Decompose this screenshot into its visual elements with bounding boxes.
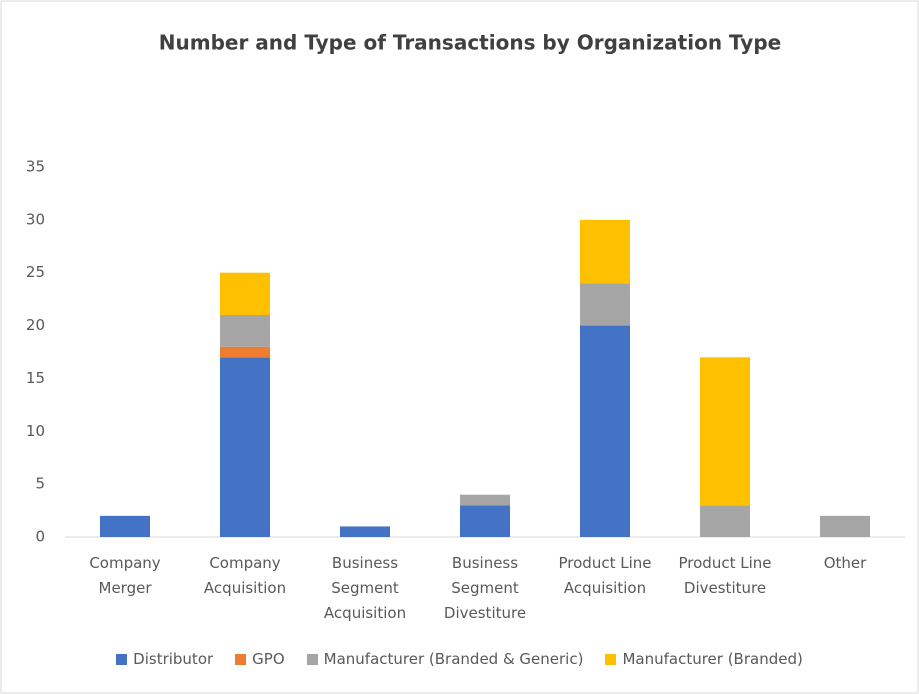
bar-segment (700, 357, 750, 506)
bar-segment (220, 346, 270, 358)
y-tick-label: 35 (26, 158, 45, 176)
legend-item: Distributor (116, 650, 213, 668)
x-tick-label: Company Acquisition (203, 554, 287, 597)
y-tick-label: 5 (35, 475, 45, 493)
bar-segment (220, 357, 270, 537)
legend-swatch (116, 653, 128, 665)
legend-item: GPO (235, 650, 285, 668)
legend-item: Manufacturer (Branded) (605, 650, 803, 668)
y-tick-label: 15 (26, 369, 45, 387)
chart-title: Number and Type of Transactions by Organ… (159, 31, 781, 55)
bar-segment (820, 515, 870, 537)
bar-segment (580, 283, 630, 326)
bar-segment (580, 325, 630, 537)
bar-segment (700, 505, 750, 537)
x-tick-label: Other (823, 554, 867, 572)
legend-label: Manufacturer (Branded) (622, 650, 803, 668)
legend: Distributor GPO Manufacturer (Branded & Ge… (0, 650, 919, 668)
bar-segment (220, 315, 270, 347)
bar-segment (340, 526, 390, 537)
bar-segment (580, 219, 630, 284)
legend-label: Distributor (133, 650, 214, 668)
bar-segment (460, 494, 510, 506)
y-tick-label: 0 (35, 528, 45, 546)
legend-item: Manufacturer (Branded & Generic) (306, 650, 584, 668)
x-tick-label: Product Line Divestiture (678, 554, 772, 597)
y-tick-label: 10 (26, 422, 45, 440)
bar-segment (220, 272, 270, 315)
y-tick-label: 30 (26, 210, 45, 228)
y-tick-label: 20 (26, 316, 45, 334)
bar-segment (460, 505, 510, 537)
legend-swatch (605, 653, 617, 665)
x-tick-label: Business Segment Divestiture (443, 554, 527, 622)
legend-swatch (235, 653, 247, 665)
legend-label: Manufacturer (Branded & Generic) (323, 650, 584, 668)
x-tick-label: Business Segment Acquisition (323, 554, 407, 622)
legend-swatch (306, 653, 318, 665)
legend-label: GPO (252, 650, 285, 668)
y-tick-label: 25 (26, 263, 45, 281)
x-tick-label: Company Merger (89, 554, 161, 597)
bar-segment (100, 515, 150, 537)
x-tick-label: Product Line Acquisition (558, 554, 652, 597)
